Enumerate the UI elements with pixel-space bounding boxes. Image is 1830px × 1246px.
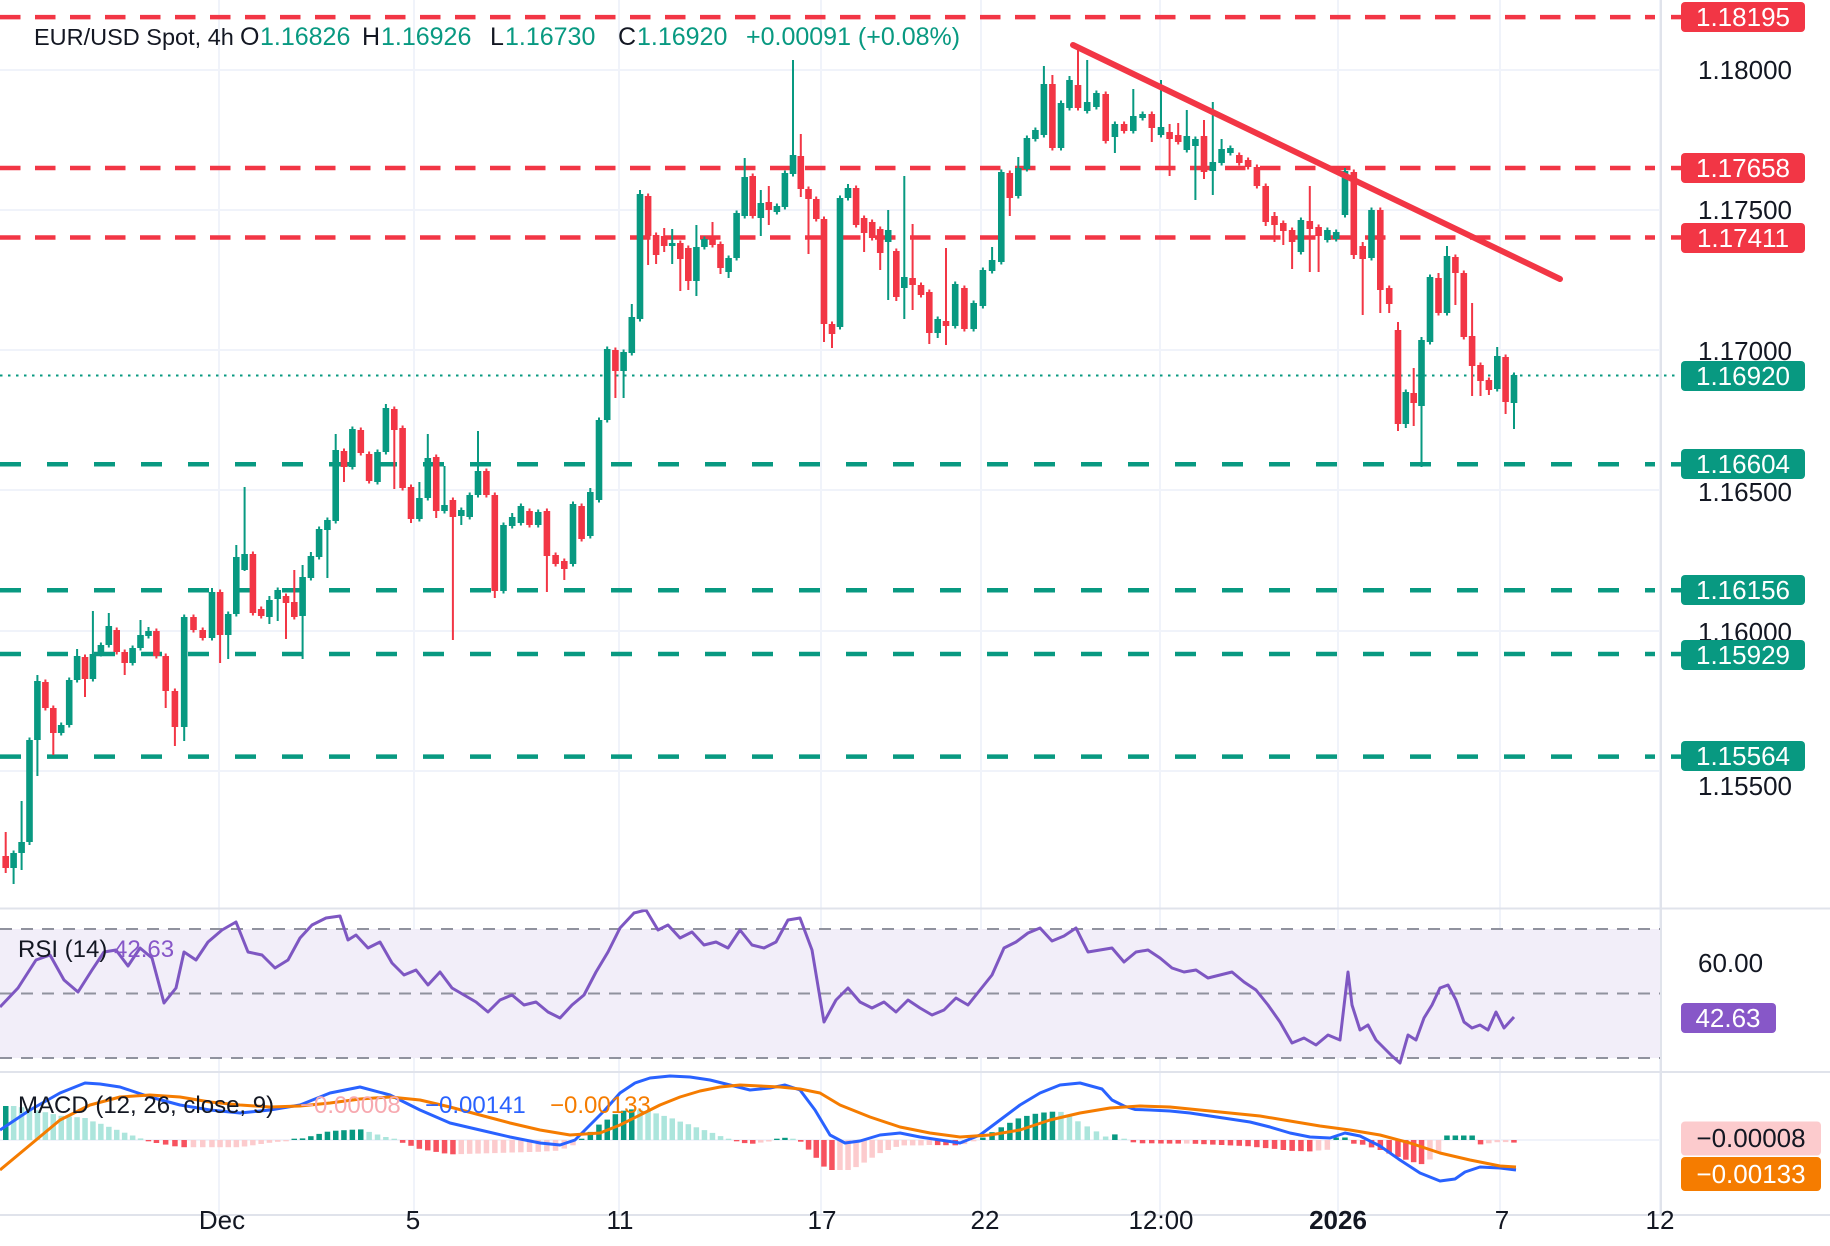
svg-text:1.18195: 1.18195 [1696,2,1790,32]
svg-text:−0.00141: −0.00141 [425,1092,526,1119]
svg-text:1.16926: 1.16926 [381,23,471,51]
svg-text:2026: 2026 [1309,1205,1367,1235]
svg-text:1.15500: 1.15500 [1698,771,1792,801]
svg-text:5: 5 [406,1205,420,1235]
svg-text:1.18000: 1.18000 [1698,55,1792,85]
svg-text:17: 17 [808,1205,837,1235]
svg-text:−0.00008: −0.00008 [1696,1123,1805,1153]
svg-text:1.15564: 1.15564 [1696,741,1790,771]
svg-text:42.63: 42.63 [1695,1003,1760,1033]
svg-text:1.16826: 1.16826 [260,23,350,51]
svg-text:Dec: Dec [199,1205,245,1235]
svg-text:1.17411: 1.17411 [1697,223,1789,253]
svg-text:1.15929: 1.15929 [1696,640,1790,670]
svg-text:1.16920: 1.16920 [1696,361,1790,391]
svg-text:+0.00091 (+0.08%): +0.00091 (+0.08%) [746,23,960,51]
svg-text:1.16156: 1.16156 [1696,575,1790,605]
svg-text:MACD (12, 26, close, 9): MACD (12, 26, close, 9) [18,1092,274,1119]
svg-text:−0.00008: −0.00008 [300,1092,401,1119]
svg-text:H: H [362,23,380,51]
svg-text:11: 11 [607,1205,634,1235]
svg-text:L: L [490,23,504,51]
svg-text:1.16920: 1.16920 [637,23,727,51]
svg-text:12: 12 [1646,1205,1675,1235]
svg-text:1.16604: 1.16604 [1696,449,1790,479]
svg-text:−0.00133: −0.00133 [1696,1159,1805,1189]
svg-text:C: C [618,23,636,51]
svg-text:RSI (14) 42.63: RSI (14) 42.63 [18,936,174,963]
svg-text:7: 7 [1495,1205,1509,1235]
svg-text:12:00: 12:00 [1128,1205,1193,1235]
svg-text:1.16500: 1.16500 [1698,477,1792,507]
svg-text:60.00: 60.00 [1698,948,1763,978]
svg-text:22: 22 [971,1205,1000,1235]
svg-text:1.17500: 1.17500 [1698,195,1792,225]
svg-text:O: O [240,23,259,51]
svg-text:1.17658: 1.17658 [1696,153,1790,183]
svg-text:−0.00133: −0.00133 [550,1092,651,1119]
svg-text:1.16730: 1.16730 [505,23,595,51]
svg-text:EUR/USD Spot, 4h: EUR/USD Spot, 4h [34,24,234,50]
